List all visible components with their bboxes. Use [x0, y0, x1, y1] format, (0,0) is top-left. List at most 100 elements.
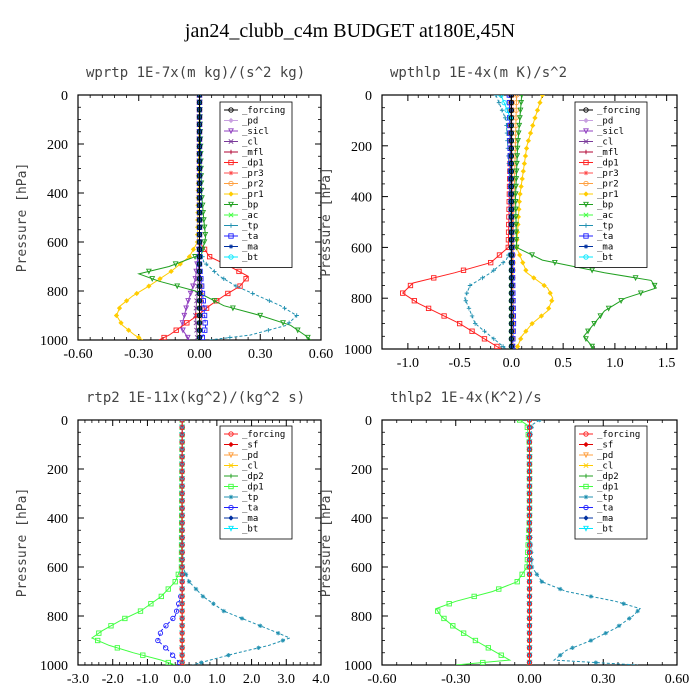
legend-entry: _forcing: [242, 106, 285, 116]
series-point-bp: [516, 122, 523, 129]
x-tick-label: -1.0: [397, 356, 419, 371]
series-point-dp1: [137, 608, 144, 614]
series-point-forcing: [508, 130, 515, 136]
series-point-forcing: [196, 121, 203, 128]
legend-entry: _cl: [242, 462, 258, 472]
series-point-ta: [163, 645, 169, 651]
series-point-tp: [499, 108, 505, 113]
series-point-pr1: [549, 298, 555, 304]
series-point-bp: [605, 305, 612, 312]
series-point-tp: [239, 616, 245, 621]
series-point-forcing: [508, 305, 515, 312]
series-point-forcing: [508, 221, 515, 228]
series-point-bp: [515, 138, 521, 144]
legend-marker: [583, 180, 589, 187]
series-point-pr1: [546, 305, 552, 311]
series-point-pr1: [157, 276, 163, 282]
series-point-forcing: [526, 608, 533, 614]
series-point-forcing: [526, 645, 533, 651]
legend-entry: _cl: [597, 138, 613, 148]
legend-marker: [228, 462, 234, 469]
series-point-tp: [294, 313, 299, 318]
series-point-pr1: [113, 312, 120, 319]
series-point-tp: [275, 630, 281, 636]
series-point-forcing: [196, 114, 203, 120]
legend-entry: _forcing: [597, 430, 640, 440]
series-point-forcing: [179, 557, 185, 563]
series-point-dp1: [514, 579, 520, 585]
series-point-forcing: [196, 202, 203, 208]
y-tick-label: 200: [47, 138, 68, 153]
series-point-forcing: [196, 246, 203, 253]
plot-area: [113, 95, 312, 340]
series-point-forcing: [196, 298, 203, 304]
series-point-forcing: [508, 267, 515, 273]
series-point-forcing: [508, 115, 515, 121]
legend-entry: _pr3: [597, 169, 619, 179]
legend-marker: [228, 483, 234, 490]
series-point-forcing: [179, 637, 185, 644]
series-point-forcing: [179, 512, 185, 519]
series-point-sicl: [190, 283, 196, 290]
series-point-dp1: [456, 320, 463, 327]
series-point-forcing: [179, 659, 185, 665]
series-point-dp1: [435, 608, 441, 614]
series-point-forcing: [526, 534, 533, 541]
series-point-forcing: [196, 320, 203, 326]
series-point-pr1: [518, 183, 524, 190]
series-point-tp: [266, 328, 271, 333]
legend-marker: [583, 170, 589, 176]
x-tick-label: 0.00: [517, 672, 542, 687]
series-point-bp: [512, 206, 519, 213]
series-point-forcing: [196, 283, 203, 289]
series-point-dp1: [225, 290, 231, 297]
legend-marker: [583, 191, 589, 197]
panel-title: wpthlp 1E-4x(m K)/s^2: [390, 65, 567, 81]
series-point-forcing: [179, 652, 185, 658]
series-point-ta: [163, 623, 169, 629]
legend-entry: _pd: [597, 451, 613, 461]
x-tick-label: -0.60: [367, 672, 396, 687]
series-point-dp1: [472, 637, 479, 644]
series-point-dp1: [450, 623, 456, 629]
legend-entry: _pr1: [597, 190, 619, 200]
series-point-forcing: [179, 498, 185, 504]
plot-area: [435, 420, 642, 665]
series-point-forcing: [526, 490, 533, 497]
series-point-forcing: [179, 420, 185, 423]
legend-entry: _bt: [597, 253, 613, 263]
series-point-forcing: [526, 659, 533, 665]
series-point-tp: [558, 653, 563, 658]
series-point-dp1: [165, 586, 171, 592]
legend-marker: [228, 525, 234, 532]
series-point-forcing: [508, 206, 515, 212]
legend-marker: [583, 138, 589, 145]
series-point-pr1: [516, 199, 522, 205]
series-point-pr1: [518, 336, 524, 342]
series-point-forcing: [526, 461, 533, 467]
series-point-forcing: [179, 623, 185, 629]
series-point-forcing: [526, 512, 533, 519]
series-point-pr1: [523, 267, 529, 273]
series-point-pr1: [532, 115, 538, 121]
series-point-bp: [651, 282, 658, 289]
legend-marker: [228, 441, 234, 448]
legend-entry: _ta: [242, 504, 258, 514]
y-tick-label: 0: [365, 414, 372, 429]
series-point-dp1: [485, 645, 491, 651]
series-point-dp1: [243, 276, 249, 282]
series-point-pr1: [525, 138, 531, 144]
series-point-forcing: [526, 527, 533, 533]
series-point-dp1: [108, 623, 114, 629]
series-point-bp: [149, 276, 156, 282]
series-line-ta: [157, 420, 183, 665]
series-point-pr1: [541, 282, 547, 289]
series-point-bp: [280, 320, 286, 327]
series-point-pr1: [521, 160, 528, 167]
y-tick-label: 1000: [40, 334, 68, 349]
legend-marker: [228, 201, 234, 208]
legend-marker: [583, 515, 589, 521]
series-point-forcing: [526, 579, 533, 585]
series-point-forcing: [508, 145, 515, 151]
series-point-forcing: [526, 424, 533, 430]
